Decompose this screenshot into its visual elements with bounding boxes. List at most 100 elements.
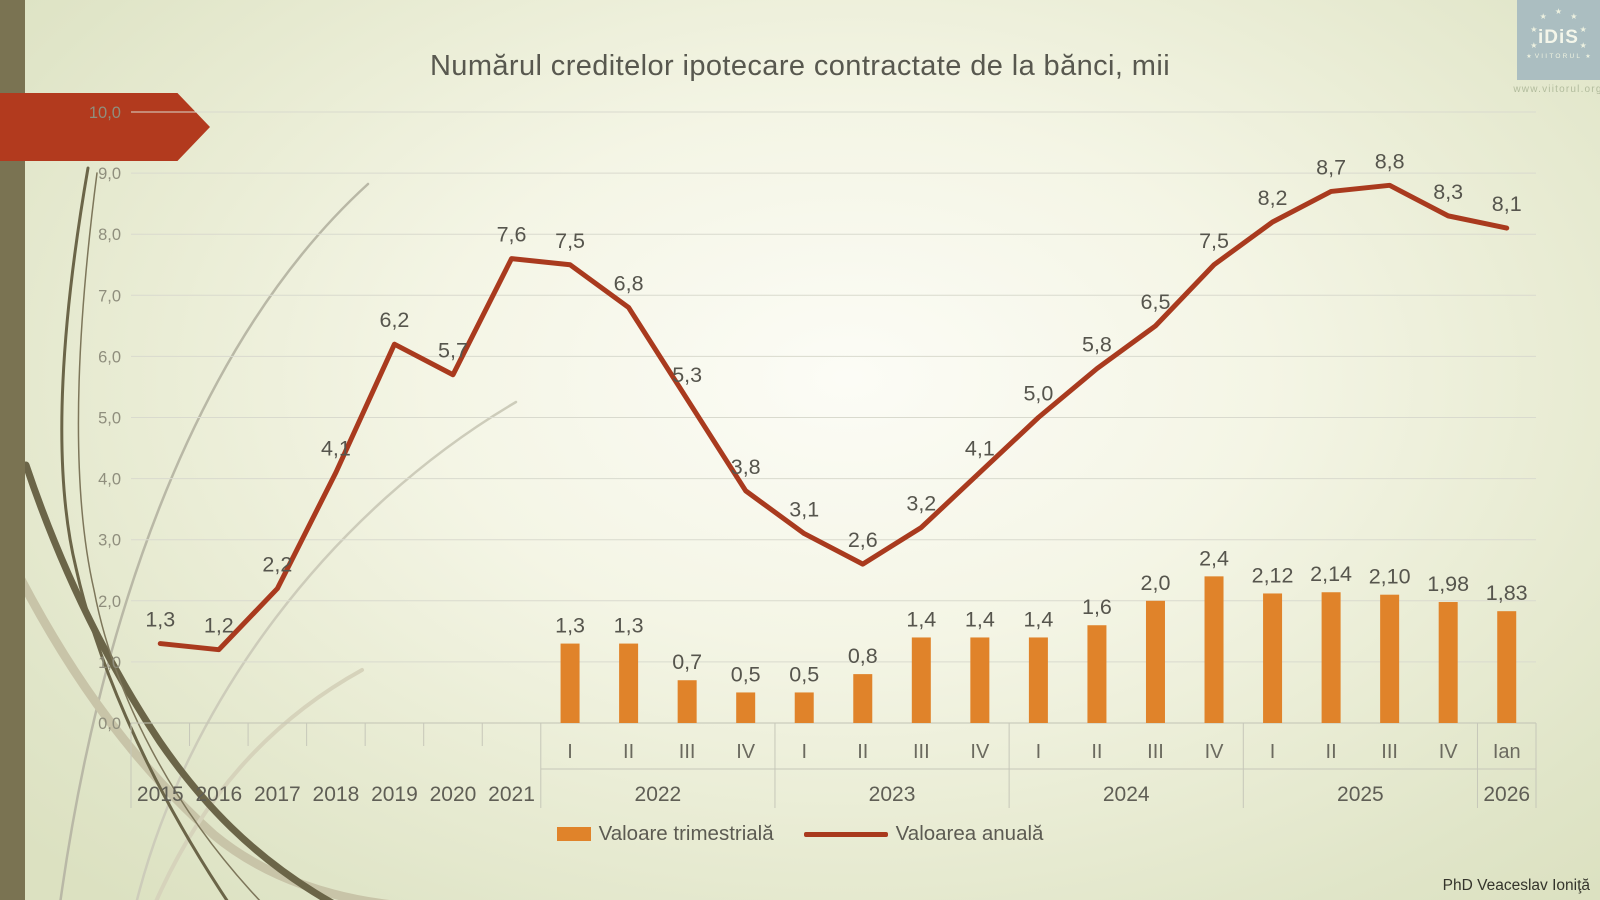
bar: [1497, 611, 1517, 723]
svg-text:4,0: 4,0: [98, 471, 121, 489]
svg-text:III: III: [1147, 741, 1164, 763]
svg-text:II: II: [1326, 741, 1337, 763]
y-axis-labels: 0,0 1,0 2,0 3,0 4,0 5,0 6,0 7,0 8,0 9,0 10,0: [89, 104, 121, 733]
legend-label: Valoare trimestrială: [598, 822, 774, 845]
attribution: PhD Veaceslav Ioniţă: [1442, 877, 1590, 894]
svg-text:0,7: 0,7: [672, 650, 702, 674]
svg-text:2026: 2026: [1483, 783, 1530, 806]
x-axis: [130, 722, 1537, 808]
svg-text:III: III: [1381, 741, 1398, 763]
bar-swatch-icon: [556, 827, 591, 841]
svg-text:0,5: 0,5: [789, 662, 819, 686]
svg-text:I: I: [1036, 741, 1042, 763]
svg-text:2024: 2024: [1103, 783, 1150, 806]
bar: [619, 643, 639, 723]
svg-text:5,3: 5,3: [672, 363, 702, 387]
legend-label: Valoarea anuală: [895, 822, 1044, 845]
logo-stars: ★★★★★★★★ ★: [1526, 7, 1590, 60]
legend-item-quarterly: Valoare trimestrială: [556, 822, 774, 846]
svg-text:1,4: 1,4: [965, 607, 995, 631]
bar: [1263, 593, 1283, 723]
svg-text:III: III: [679, 741, 696, 763]
svg-text:1,4: 1,4: [906, 607, 936, 631]
svg-text:1,0: 1,0: [98, 654, 121, 672]
svg-text:7,5: 7,5: [1199, 229, 1229, 253]
svg-text:III: III: [913, 741, 930, 763]
accent-arrow-shape: [0, 93, 210, 161]
bar-labels: 1,3 1,3 0,7 0,5 0,5 0,8 1,4 1,4 1,4 1,6 2,0 2,4 2,12…: [555, 546, 1528, 686]
bar: [1145, 600, 1165, 723]
svg-text:7,0: 7,0: [98, 287, 121, 305]
svg-text:5,0: 5,0: [1023, 382, 1053, 406]
svg-text:IV: IV: [1439, 741, 1459, 763]
svg-text:2020: 2020: [430, 783, 477, 806]
svg-text:IV: IV: [736, 741, 756, 763]
svg-text:2015: 2015: [137, 783, 184, 806]
svg-text:1,98: 1,98: [1427, 572, 1469, 596]
svg-text:3,2: 3,2: [906, 491, 936, 515]
quarterly-bars: [560, 576, 1517, 723]
svg-text:3,1: 3,1: [789, 498, 819, 522]
bar: [1438, 602, 1458, 723]
svg-text:4,1: 4,1: [965, 436, 995, 460]
svg-text:0,5: 0,5: [731, 662, 761, 686]
logo-org-sub: VIITORUL: [1535, 53, 1582, 60]
svg-text:2,4: 2,4: [1199, 546, 1229, 570]
svg-text:I: I: [801, 741, 807, 763]
svg-text:★: ★: [1570, 12, 1577, 21]
svg-text:★: ★: [1530, 41, 1537, 50]
quarter-labels: I II III IV I II III IV I II III IV I II III IV Ian: [567, 741, 1520, 763]
svg-text:2,0: 2,0: [1141, 571, 1171, 595]
svg-text:8,3: 8,3: [1433, 180, 1463, 204]
svg-text:6,0: 6,0: [98, 348, 121, 366]
svg-text:2017: 2017: [254, 783, 301, 806]
bar: [560, 643, 580, 723]
svg-text:10,0: 10,0: [89, 104, 121, 122]
svg-text:6,8: 6,8: [614, 272, 644, 296]
legend-item-annual: Valoarea anuală: [803, 822, 1044, 846]
year-labels: 2015 2016 2017 2018 2019 2020 2021 2022 2023 2024…: [137, 783, 1530, 806]
svg-text:1,83: 1,83: [1486, 581, 1528, 605]
svg-text:5,8: 5,8: [1082, 333, 1112, 357]
bar: [794, 692, 814, 723]
bar: [911, 637, 931, 723]
svg-text:★: ★: [1526, 53, 1531, 60]
bar: [736, 692, 756, 723]
svg-text:1,6: 1,6: [1082, 595, 1112, 619]
bar: [1028, 637, 1048, 723]
svg-text:3,8: 3,8: [731, 455, 761, 479]
chart-title: Numărul creditelor ipotecare contractate…: [429, 50, 1171, 82]
svg-text:IV: IV: [1205, 741, 1225, 763]
svg-text:2,10: 2,10: [1369, 565, 1411, 589]
svg-text:1,3: 1,3: [555, 614, 585, 638]
svg-text:3,0: 3,0: [98, 532, 121, 550]
svg-text:★: ★: [1530, 25, 1537, 34]
logo-website: www.viitorul.org: [1513, 84, 1600, 95]
svg-text:★: ★: [1580, 41, 1587, 50]
svg-text:2,6: 2,6: [848, 528, 878, 552]
svg-text:2022: 2022: [635, 783, 682, 806]
bar: [853, 674, 873, 723]
svg-text:2018: 2018: [313, 783, 360, 806]
gridlines: [131, 111, 1536, 663]
svg-text:8,2: 8,2: [1258, 186, 1288, 210]
svg-text:II: II: [857, 741, 868, 763]
svg-text:2025: 2025: [1337, 783, 1384, 806]
bar: [1380, 594, 1400, 723]
svg-text:2,12: 2,12: [1252, 563, 1294, 587]
svg-text:★: ★: [1580, 25, 1587, 34]
svg-text:8,8: 8,8: [1375, 149, 1405, 173]
bar: [1321, 592, 1341, 723]
svg-text:5,0: 5,0: [98, 410, 121, 428]
bar: [970, 637, 990, 723]
svg-text:★: ★: [1585, 53, 1590, 60]
svg-text:★: ★: [1555, 7, 1562, 16]
svg-text:0,0: 0,0: [98, 715, 121, 733]
svg-text:Ian: Ian: [1493, 741, 1521, 763]
idis-viitorul-logo: ★★★★★★★★ ★ iDiS VIITORUL: [1517, 0, 1600, 80]
svg-text:2021: 2021: [488, 783, 535, 806]
svg-text:0,8: 0,8: [848, 644, 878, 668]
